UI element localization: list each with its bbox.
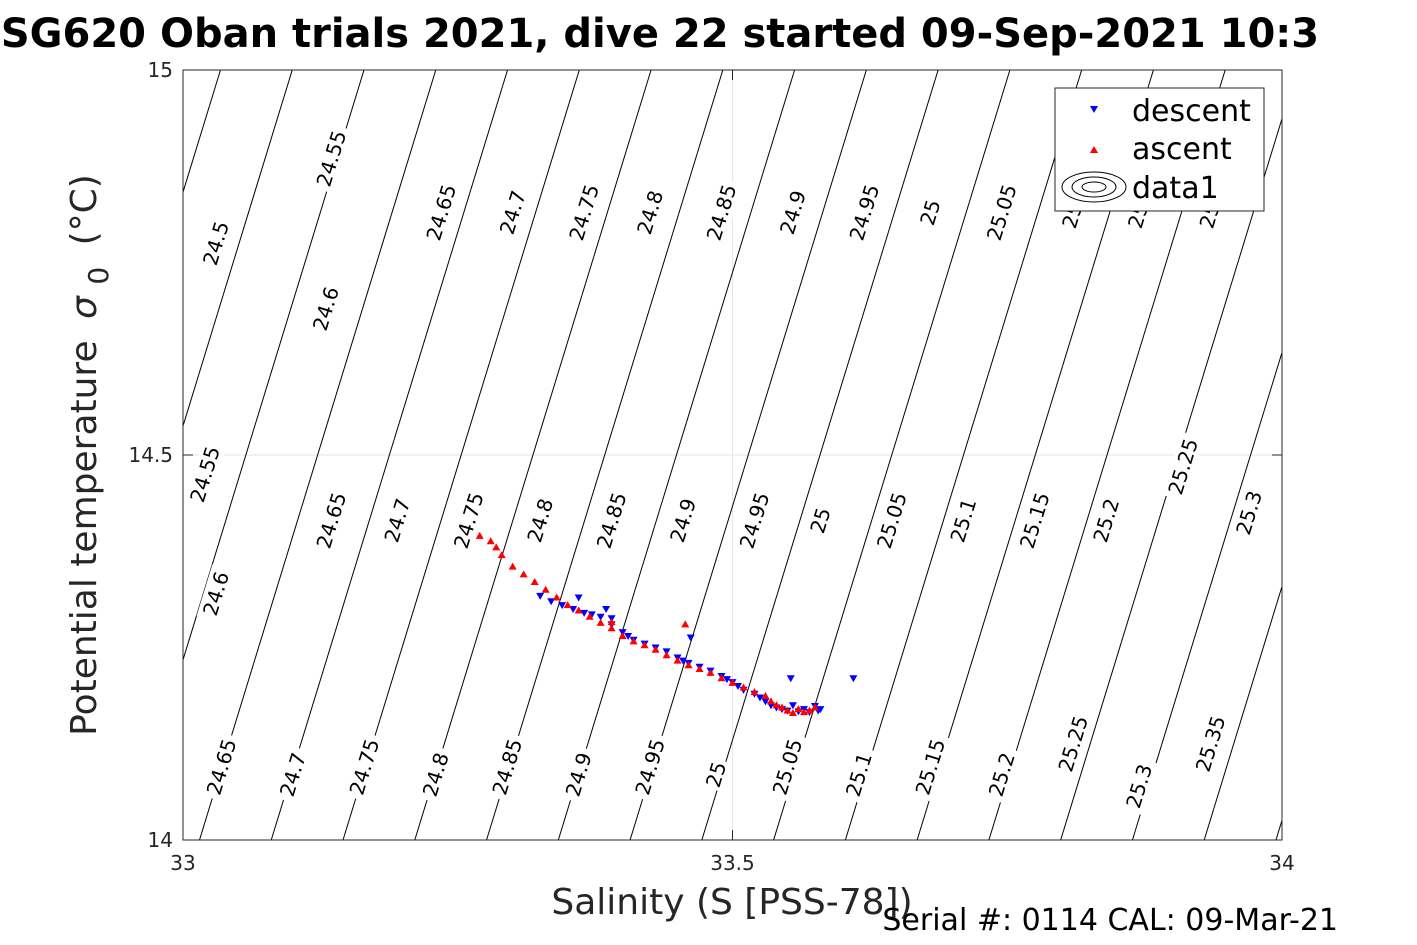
isopycnal-line bbox=[270, 70, 509, 840]
y-axis-label: Potential temperature bbox=[64, 340, 105, 735]
chart-title: SG620 Oban trials 2021, dive 22 started … bbox=[1, 11, 1319, 57]
descent-point bbox=[786, 675, 795, 683]
descent-point bbox=[686, 634, 695, 642]
x-tick-label: 34 bbox=[1269, 851, 1294, 875]
legend-descent-label: descent bbox=[1132, 94, 1251, 129]
y-axis-label-group: Potential temperature σ 0 (°C) bbox=[64, 174, 117, 736]
isopycnal-line bbox=[1203, 584, 1282, 840]
isopycnal-line bbox=[414, 70, 652, 840]
legend: descent ascent data1 bbox=[1054, 87, 1265, 212]
density-contours bbox=[183, 70, 1417, 840]
descent-point bbox=[679, 657, 688, 665]
ascent-point bbox=[788, 708, 797, 716]
ascent-point bbox=[607, 618, 616, 626]
ascent-point bbox=[640, 641, 649, 649]
ascent-point bbox=[552, 593, 561, 601]
legend-ascent-label: ascent bbox=[1132, 132, 1232, 167]
legend-ascent-marker bbox=[1090, 146, 1098, 153]
descent-point bbox=[723, 676, 732, 684]
ascent-point bbox=[706, 668, 715, 676]
descent-point bbox=[536, 592, 545, 600]
isopycnal-line bbox=[1275, 818, 1282, 840]
ascent-point bbox=[530, 578, 539, 586]
descent-point bbox=[761, 698, 770, 706]
y-tick-label: 14 bbox=[148, 828, 173, 852]
isopycnal-line bbox=[183, 70, 365, 662]
isopycnal-line bbox=[486, 70, 724, 840]
ascent-point bbox=[728, 678, 737, 686]
ascent-point bbox=[475, 531, 484, 539]
svg-text:Potential temperature σ: Potential temperature σ 0 (°C) bbox=[64, 174, 117, 736]
descent-point bbox=[596, 613, 605, 621]
y-axis-symbol: σ bbox=[64, 295, 105, 319]
descent-point bbox=[755, 694, 764, 702]
ascent-point bbox=[618, 631, 627, 639]
isopycnal-line bbox=[701, 70, 939, 840]
descent-point bbox=[788, 702, 797, 710]
descent-point bbox=[849, 675, 858, 683]
ascent-point bbox=[681, 620, 690, 628]
ascent-point bbox=[684, 661, 693, 669]
y-axis-subscript: 0 bbox=[82, 267, 115, 285]
isopycnal-line bbox=[1131, 350, 1282, 840]
isopycnal-line bbox=[342, 70, 580, 840]
ascent-point bbox=[508, 562, 517, 570]
ascent-point bbox=[810, 703, 819, 711]
ascent-point bbox=[563, 601, 572, 609]
legend-descent-marker bbox=[1090, 106, 1098, 113]
ascent-point bbox=[492, 543, 501, 551]
legend-box bbox=[1054, 87, 1265, 212]
ascent-point bbox=[783, 706, 792, 714]
descent-point bbox=[558, 602, 567, 610]
ascent-point bbox=[629, 637, 638, 645]
ascent-point bbox=[662, 651, 671, 659]
ascent-point bbox=[695, 665, 704, 673]
ascent-point bbox=[497, 551, 506, 559]
isopycnal-line bbox=[557, 70, 796, 840]
ascent-point bbox=[607, 624, 616, 632]
isopycnal-line bbox=[629, 70, 867, 840]
ascent-point bbox=[772, 701, 781, 709]
isopycnal-line bbox=[1348, 70, 1417, 840]
y-axis-unit: (°C) bbox=[64, 174, 105, 245]
descent-point bbox=[733, 683, 742, 690]
descent-point bbox=[574, 594, 583, 602]
ascent-point bbox=[739, 683, 748, 691]
ascent-point bbox=[766, 697, 775, 705]
x-tick-label: 33 bbox=[170, 851, 195, 875]
legend-data1-label: data1 bbox=[1132, 171, 1219, 206]
axis-ticks: 33 33.5 34 14 14.5 15 bbox=[128, 58, 1294, 875]
descent-point bbox=[624, 632, 633, 640]
ascent-point bbox=[519, 570, 528, 578]
contour-label: 24.9 bbox=[663, 491, 703, 550]
ascent-point bbox=[486, 537, 495, 545]
y-tick-label: 14.5 bbox=[128, 443, 173, 467]
isopycnal-line bbox=[773, 70, 1011, 840]
ascent-point bbox=[777, 703, 786, 711]
ascent-point bbox=[651, 645, 660, 653]
ascent-point bbox=[805, 706, 814, 714]
ascent-point bbox=[717, 674, 726, 682]
isopycnal-line bbox=[199, 70, 437, 840]
ascent-point bbox=[585, 612, 594, 620]
legend-contour-icon bbox=[1061, 171, 1127, 203]
descent-point bbox=[816, 706, 825, 714]
descent-point bbox=[602, 606, 611, 613]
ascent-point bbox=[750, 688, 759, 696]
footer-serial-cal: Serial #: 0114 CAL: 09-Mar-21 bbox=[882, 903, 1338, 938]
x-tick-label: 33.5 bbox=[710, 851, 755, 875]
x-axis-label: Salinity (S [PSS-78]) bbox=[551, 882, 912, 923]
ascent-point bbox=[574, 606, 583, 614]
ascent-point bbox=[673, 656, 682, 664]
ascent-point bbox=[761, 692, 770, 700]
y-tick-label: 15 bbox=[148, 58, 173, 82]
ascent-point bbox=[794, 705, 803, 713]
ascent-series bbox=[475, 531, 819, 716]
isopycnal-line bbox=[183, 70, 293, 428]
ascent-point bbox=[596, 618, 605, 626]
ascent-point bbox=[541, 585, 550, 593]
descent-point bbox=[580, 609, 589, 617]
isopycnal-line bbox=[844, 70, 1083, 840]
